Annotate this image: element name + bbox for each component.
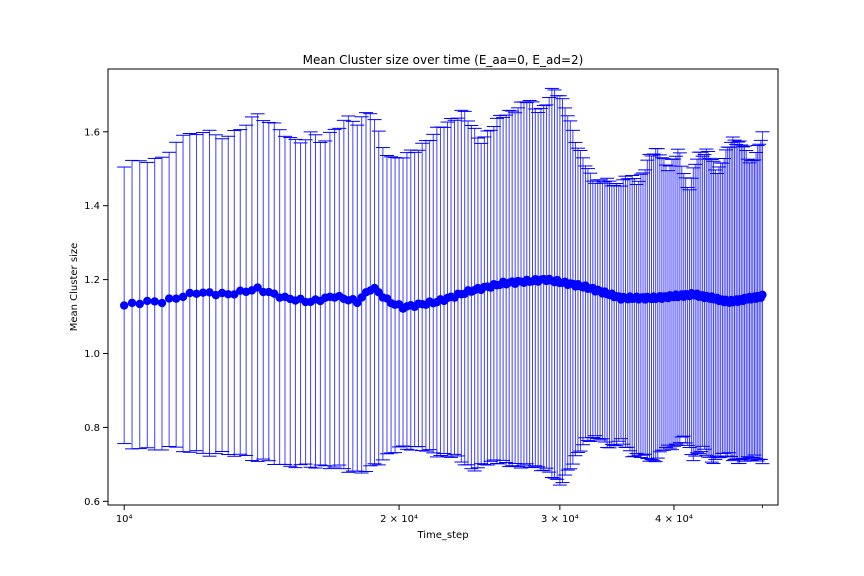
- plot-area: [117, 87, 770, 486]
- x-tick-label: 2 × 10⁴: [380, 514, 418, 525]
- data-point: [205, 288, 214, 297]
- data-point: [185, 288, 195, 298]
- data-point: [198, 288, 208, 297]
- y-tick-label: 1.4: [84, 201, 100, 212]
- y-axis-label: Mean Cluster size: [69, 243, 80, 332]
- data-point: [119, 301, 129, 310]
- y-tick-label: 1.2: [84, 275, 100, 286]
- y-axis: 0.6 0.8 1.0 1.2 1.4 1.6: [84, 127, 108, 508]
- data-point: [127, 298, 137, 308]
- data-point: [224, 290, 233, 299]
- y-tick-label: 0.6: [84, 497, 100, 508]
- x-tick-label: 4 × 10⁴: [655, 514, 693, 525]
- data-point: [164, 294, 174, 303]
- plot-frame: [107, 68, 779, 506]
- y-tick-label: 1.6: [84, 127, 100, 138]
- data-point: [178, 292, 188, 302]
- data-point: [157, 298, 167, 308]
- data-point: [171, 294, 181, 303]
- x-tick-label: 10⁴: [116, 514, 133, 525]
- data-point: [150, 297, 159, 306]
- x-tick-label: 3 × 10⁴: [541, 514, 579, 525]
- x-axis-label: Time_step: [416, 530, 468, 541]
- data-point: [135, 299, 144, 309]
- data-point: [143, 296, 152, 306]
- data-point: [192, 289, 201, 298]
- y-tick-label: 0.8: [84, 423, 100, 434]
- y-tick-label: 1.0: [84, 349, 100, 360]
- chart-title: Mean Cluster size over time (E_aa=0, E_a…: [303, 53, 584, 67]
- x-axis: 10⁴ 2 × 10⁴ 3 × 10⁴ 4 × 10⁴: [116, 505, 763, 525]
- data-point: [758, 290, 767, 300]
- data-point: [253, 283, 262, 292]
